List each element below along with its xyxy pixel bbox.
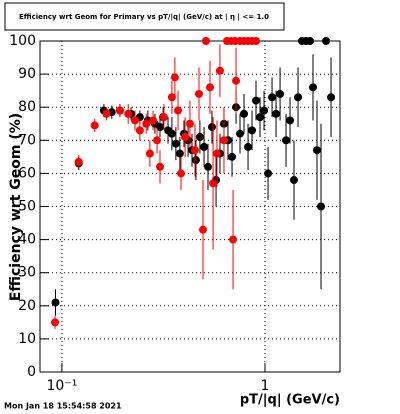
point xyxy=(252,37,261,45)
point xyxy=(155,123,164,132)
point xyxy=(327,93,336,102)
point xyxy=(252,96,261,105)
point xyxy=(159,113,168,122)
point xyxy=(232,76,241,85)
y-tick-label: 50 xyxy=(18,199,36,215)
point xyxy=(74,157,83,166)
point xyxy=(194,89,203,98)
point xyxy=(167,93,176,102)
point xyxy=(174,106,183,115)
point xyxy=(149,116,158,125)
y-axis-label: Efficiency wrt Geom (%) xyxy=(8,113,24,301)
point xyxy=(317,202,326,211)
point xyxy=(239,109,248,118)
point xyxy=(309,83,318,92)
point xyxy=(153,136,162,145)
point xyxy=(51,298,60,307)
x-axis-label: pT/|q| (GeV/c) xyxy=(240,393,340,408)
y-tick-label: 100 xyxy=(9,33,36,49)
plot-frame xyxy=(39,40,341,373)
point xyxy=(142,119,151,128)
point xyxy=(177,169,186,178)
point xyxy=(248,126,257,135)
point xyxy=(190,146,199,155)
point xyxy=(198,225,207,234)
point xyxy=(294,93,303,102)
point xyxy=(272,109,281,118)
point xyxy=(102,109,111,118)
point xyxy=(175,149,184,158)
y-tick-label: 0 xyxy=(27,364,36,380)
y-tick-label: 70 xyxy=(18,132,36,148)
point xyxy=(268,93,277,102)
point xyxy=(171,139,180,148)
point xyxy=(219,136,228,145)
point xyxy=(229,235,238,244)
point xyxy=(145,149,154,158)
point xyxy=(130,116,139,125)
title-box xyxy=(4,2,285,31)
point xyxy=(215,66,224,75)
y-tick-label: 80 xyxy=(18,99,36,115)
point xyxy=(256,113,265,122)
point xyxy=(191,156,200,165)
point xyxy=(124,109,133,118)
point xyxy=(200,142,209,151)
point xyxy=(204,162,213,171)
timestamp: Mon Jan 18 15:54:58 2021 xyxy=(4,402,122,411)
point xyxy=(244,142,253,151)
y-tick-label: 90 xyxy=(18,66,36,82)
y-tick-label: 60 xyxy=(18,165,36,181)
x-tick-label: 1 xyxy=(261,378,270,394)
point xyxy=(282,136,291,145)
point xyxy=(286,116,295,125)
point xyxy=(209,179,218,188)
point xyxy=(155,162,164,171)
point xyxy=(201,37,210,45)
y-tick-label: 40 xyxy=(18,232,36,248)
chart-title: Efficiency wrt Geom for Primary vs pT/|q… xyxy=(19,13,269,22)
point xyxy=(170,73,179,82)
point xyxy=(51,318,60,327)
point xyxy=(264,169,273,178)
point xyxy=(289,176,298,185)
point xyxy=(306,37,315,45)
point xyxy=(181,132,190,141)
x-tick-label: 10⁻¹ xyxy=(47,378,78,394)
point xyxy=(115,106,124,115)
point xyxy=(207,123,216,132)
point xyxy=(135,126,144,135)
point xyxy=(313,146,322,155)
y-tick-label: 10 xyxy=(18,331,36,347)
point xyxy=(185,119,194,128)
point xyxy=(206,83,215,92)
point xyxy=(322,37,331,45)
point xyxy=(90,121,99,130)
point xyxy=(276,89,285,98)
point xyxy=(228,152,237,161)
y-tick-label: 20 xyxy=(18,298,36,314)
point xyxy=(212,149,221,158)
y-tick-label: 30 xyxy=(18,265,36,281)
point xyxy=(195,132,204,141)
point xyxy=(260,106,269,115)
point xyxy=(167,129,176,138)
point xyxy=(235,129,244,138)
